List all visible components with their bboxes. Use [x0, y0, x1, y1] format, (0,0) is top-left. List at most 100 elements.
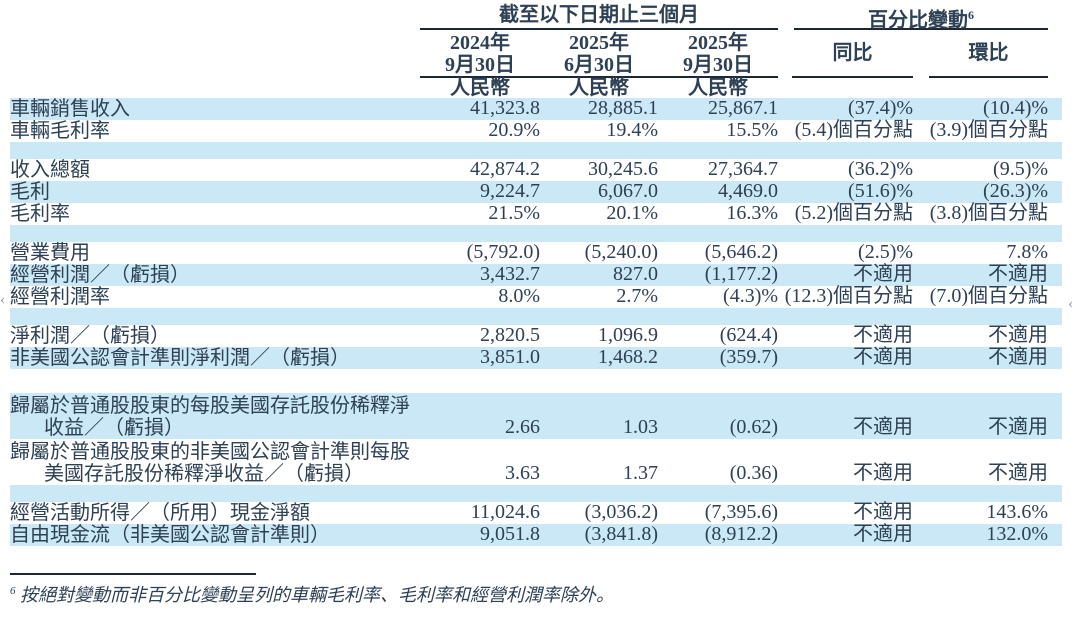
header-empty-cell: [778, 78, 913, 98]
cell-value: 不適用: [853, 416, 914, 438]
cell-value: 28,885.1: [588, 97, 658, 119]
table-row: 經營利潤率 8.0% 2.7% (4.3)% (12.3)個百分點 (7.0)個百分點: [10, 285, 1062, 308]
footnote-rule: [10, 573, 256, 575]
cell-value: 1,468.2: [598, 346, 658, 368]
cell-value: 不適用: [988, 263, 1049, 285]
footnote: 6 按絕對變動而非百分比變動呈列的車輛毛利率、毛利率和經營利潤率除外。: [10, 573, 614, 606]
cell-value: 25,867.1: [708, 97, 779, 119]
cell-value: 3,851.0: [480, 346, 540, 368]
cell-value: 143.6%: [986, 501, 1049, 523]
cell-value: 1,096.9: [598, 324, 658, 346]
date-year: 2025年: [569, 32, 629, 54]
row-label: 毛利率: [10, 203, 70, 225]
cell-value: 4,469.0: [718, 180, 779, 202]
cell-value: (9.5)%: [993, 158, 1049, 180]
yoy-label: 同比: [832, 42, 873, 64]
cell-value: (51.6)%: [848, 180, 914, 202]
cell-value: (3.9)個百分點: [929, 119, 1049, 141]
footnote-marker: 6: [10, 585, 16, 597]
cell-value: (0.36): [729, 462, 779, 484]
header-change-group: 百分比變動6: [778, 2, 1062, 32]
cell-value: 20.1%: [606, 202, 658, 224]
cell-value: 27,364.7: [708, 158, 779, 180]
table-row: 毛利率 21.5% 20.1% 16.3% (5.2)個百分點 (3.8)個百分點: [10, 202, 1062, 225]
spacer-cell: [10, 142, 1062, 159]
cell-value: 132.0%: [986, 523, 1049, 545]
cell-value: (8,912.2): [704, 523, 779, 545]
row-label: 收入總額: [10, 159, 90, 181]
cell-value: 7.8%: [1006, 241, 1049, 263]
col-header-2024-09-30: 2024年 9月30日: [420, 30, 540, 78]
cell-value: 不適用: [853, 263, 914, 285]
cell-value: 9,051.8: [480, 523, 540, 545]
cell-value: (624.4): [719, 324, 779, 346]
cell-value: (36.2)%: [848, 158, 914, 180]
cell-value: 不適用: [988, 346, 1049, 368]
col-header-qoq: 環比: [913, 30, 1062, 78]
row-label: 歸屬於普通股股東的每股美國存託股份稀釋淨 收益／（虧損）: [10, 395, 410, 439]
spacer-row: [10, 308, 1063, 325]
footnote-text: 6 按絕對變動而非百分比變動呈列的車輛毛利率、毛利率和經營利潤率除外。: [10, 580, 614, 606]
table-header: 截至以下日期止三個月 百分比變動6 2024年 9月30日 2025年 6月30日 …: [10, 2, 1062, 98]
currency-label: 人民幣: [688, 77, 749, 99]
cell-value: (7.0)個百分點: [929, 285, 1049, 307]
header-date-row: 2024年 9月30日 2025年 6月30日 2025年 9月30日 同比 環比: [10, 30, 1062, 78]
row-label: 營業費用: [10, 242, 90, 264]
cell-value: 3.63: [505, 462, 540, 484]
cell-value: (5.4)個百分點: [794, 119, 914, 141]
table-row: 收入總額 42,874.2 30,245.6 27,364.7 (36.2)% (9.5)…: [10, 158, 1062, 181]
header-period-group: 截至以下日期止三個月: [420, 2, 779, 30]
date-day: 6月30日: [564, 54, 634, 76]
row-label: 經營利潤率: [10, 286, 110, 308]
cell-value: 41,323.8: [470, 97, 540, 119]
spacer-cell: [10, 369, 1062, 393]
cell-value: (3.8)個百分點: [929, 202, 1049, 224]
table-row: 經營活動所得／（所用）現金淨額 11,024.6 (3,036.2) (7,395.6…: [10, 501, 1062, 524]
cell-value: 8.0%: [498, 285, 540, 307]
spacer-row: [10, 142, 1063, 159]
date-year: 2025年: [688, 32, 749, 54]
cell-value: 42,874.2: [470, 158, 540, 180]
footnote-body: 按絕對變動而非百分比變動呈列的車輛毛利率、毛利率和經營利潤率除外。: [20, 585, 614, 605]
spacer-row: [10, 485, 1063, 502]
cell-value: (359.7): [719, 346, 779, 368]
cell-value: (1,177.2): [704, 263, 779, 285]
qoq-label: 環比: [968, 42, 1009, 64]
spacer-cell: [10, 225, 1062, 242]
table-row: 非美國公認會計準則淨利潤／（虧損） 3,851.0 1,468.2 (359.7) 不適…: [10, 346, 1063, 369]
header-empty-cell: [10, 78, 420, 98]
header-group-row: 截至以下日期止三個月 百分比變動6: [10, 2, 1062, 32]
cell-value: 21.5%: [488, 202, 540, 224]
row-label: 非美國公認會計準則淨利潤／（虧損）: [10, 347, 350, 369]
currency-label: 人民幣: [569, 77, 629, 99]
cell-value: 30,245.6: [588, 158, 658, 180]
cell-value: 9,224.7: [480, 180, 540, 202]
row-label: 淨利潤／（虧損）: [10, 325, 170, 347]
col-header-2025-09-30: 2025年 9月30日: [658, 30, 779, 78]
carousel-arrow-left-icon[interactable]: ‹: [0, 291, 6, 308]
row-label: 毛利: [10, 181, 50, 203]
cell-value: 2,820.5: [480, 324, 540, 346]
cell-value: (7,395.6): [704, 501, 779, 523]
table-row: 歸屬於普通股股東的非美國公認會計準則每股 美國存託股份稀釋淨收益／（虧損） 3.63…: [10, 439, 1062, 485]
cell-value: 16.3%: [726, 202, 779, 224]
cell-value: 15.5%: [726, 119, 779, 141]
row-label: 歸屬於普通股股東的非美國公認會計準則每股 美國存託股份稀釋淨收益／（虧損）: [10, 441, 410, 485]
change-group-label: 百分比變動: [868, 9, 969, 32]
table-row: 車輛銷售收入 41,323.8 28,885.1 25,867.1 (37.4)% (10…: [10, 97, 1063, 120]
currency-label: 人民幣: [450, 77, 510, 99]
footnote-ref: 6: [968, 8, 975, 22]
cell-value: 2.7%: [616, 285, 658, 307]
cell-value: 11,024.6: [470, 501, 540, 523]
cell-value: 不適用: [988, 324, 1049, 346]
change-group-title: 百分比變動6: [794, 2, 1049, 32]
cell-value: 不適用: [853, 523, 914, 545]
cell-value: 20.9%: [488, 119, 540, 141]
spacer-row: [10, 225, 1063, 242]
cell-value: (5.2)個百分點: [794, 202, 914, 224]
cell-value: 不適用: [853, 324, 914, 346]
row-label: 經營活動所得／（所用）現金淨額: [10, 502, 310, 524]
carousel-arrow-right-icon[interactable]: ‹: [1068, 295, 1074, 312]
cell-value: 1.03: [623, 416, 658, 438]
